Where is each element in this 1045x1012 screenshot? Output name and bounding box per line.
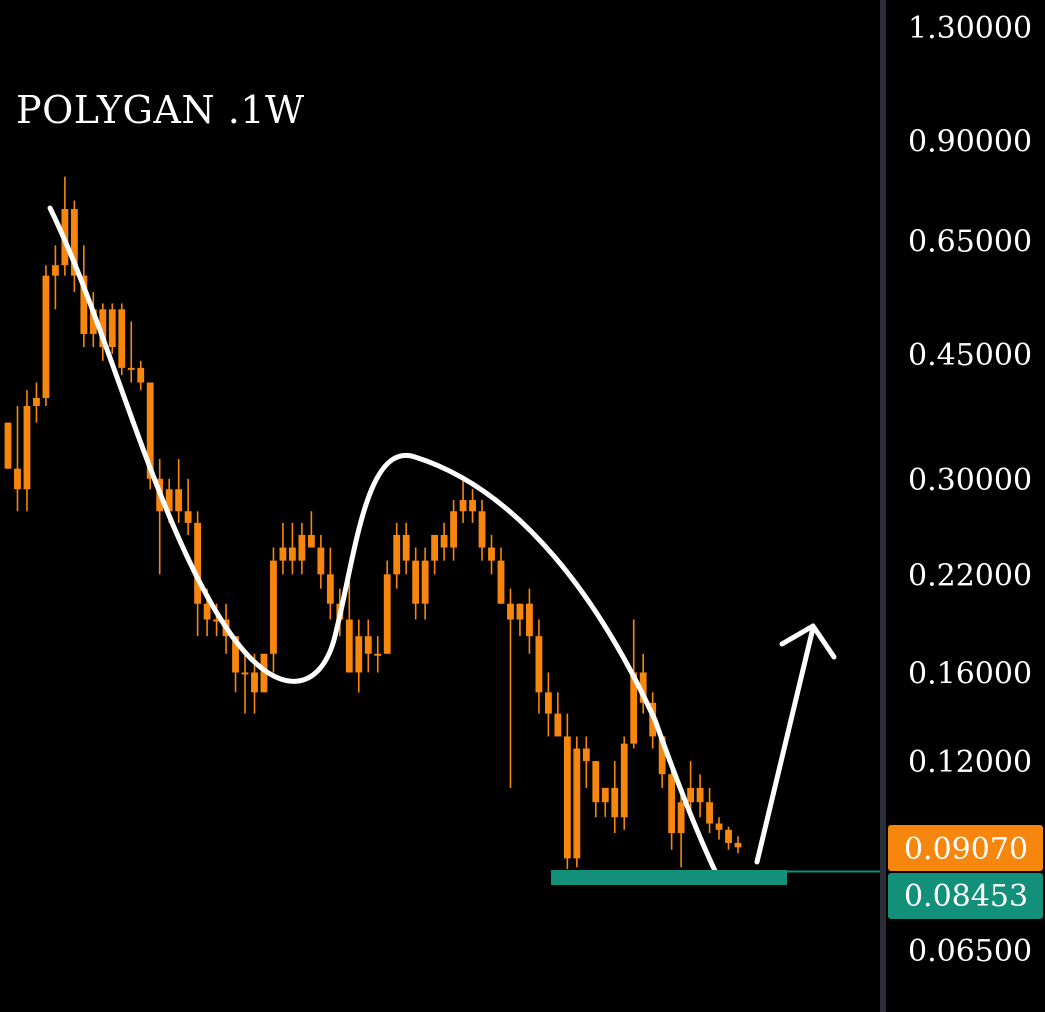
candle-body <box>317 547 325 575</box>
candle-body <box>99 309 107 348</box>
candle-body <box>658 736 666 775</box>
breakout-arrow-head <box>779 623 837 660</box>
annotations-layer <box>47 205 837 880</box>
candle-body <box>42 275 50 398</box>
candle-body <box>89 309 97 334</box>
candle-body <box>383 574 391 654</box>
candle-body <box>526 603 533 637</box>
candle-body <box>402 534 410 561</box>
candle-body <box>364 636 372 654</box>
y-tick-label: 0.90000 <box>908 124 1032 159</box>
candle-body <box>374 653 382 656</box>
y-tick-label: 1.30000 <box>908 11 1032 46</box>
y-tick-label: 0.65000 <box>908 225 1032 260</box>
candle-body <box>706 802 713 824</box>
candle-body <box>14 468 21 490</box>
y-tick-label: 0.30000 <box>908 463 1032 498</box>
candle-body <box>51 265 59 276</box>
y-tick-label: 0.12000 <box>908 745 1032 780</box>
candle-body <box>307 534 315 548</box>
ticker-title: POLYGAN .1W <box>16 88 305 132</box>
candle-body <box>478 511 486 548</box>
candle-body <box>213 619 220 622</box>
candle-body <box>165 489 173 512</box>
candle-body <box>326 574 334 604</box>
candle-body <box>412 560 420 604</box>
candle-body <box>725 829 732 843</box>
candle-body <box>488 547 495 561</box>
candle-body <box>251 672 258 693</box>
candle-body <box>734 842 742 848</box>
candles-layer <box>4 176 742 870</box>
candle-body <box>137 367 145 383</box>
current-price-tag: 0.09070 <box>888 825 1043 871</box>
support-box <box>551 870 787 885</box>
candle-body <box>184 511 192 523</box>
candle-body <box>601 787 609 803</box>
candle-body <box>80 275 88 334</box>
candle-body <box>431 534 439 561</box>
y-tick-label: 0.06500 <box>908 934 1032 969</box>
candle-body <box>516 603 524 620</box>
candle-body <box>563 736 571 859</box>
y-tick-label: 0.45000 <box>908 338 1032 373</box>
candle-body <box>639 672 647 703</box>
candle-body <box>535 636 543 693</box>
candle-body <box>175 489 183 512</box>
candle-body <box>108 309 116 348</box>
candle-body <box>620 743 628 818</box>
candle-body <box>497 560 505 604</box>
y-tick-label: 0.16000 <box>908 656 1032 691</box>
candle-body <box>459 500 467 512</box>
candle-body <box>393 534 401 575</box>
candle-body <box>194 522 202 604</box>
price-axis: 1.30000 0.90000 0.65000 0.45000 0.30000 0.220… <box>880 0 1043 1012</box>
candle-body <box>33 397 40 406</box>
candle-body <box>715 823 723 830</box>
candle-body <box>687 787 695 803</box>
candle-body <box>232 636 239 673</box>
candle-body <box>279 547 287 561</box>
candle-body <box>127 367 135 370</box>
trend-curve <box>47 205 721 880</box>
support-price-label: 0.08453 <box>904 879 1028 914</box>
candle-body <box>289 547 296 561</box>
candle-body <box>241 672 249 675</box>
candle-body <box>298 534 306 561</box>
candle-body <box>592 761 600 803</box>
candle-body <box>345 619 353 673</box>
breakout-arrow-shaft <box>754 625 816 865</box>
candle-body <box>421 560 429 604</box>
candle-body <box>677 802 685 834</box>
current-price-label: 0.09070 <box>904 832 1028 867</box>
candle-body <box>270 560 277 654</box>
candle-body <box>146 382 154 479</box>
candle-body <box>611 787 619 818</box>
candle-body <box>582 748 590 762</box>
candle-body <box>355 636 363 673</box>
candle-body <box>118 309 126 368</box>
candle-body <box>573 748 581 859</box>
candle-body <box>544 692 552 714</box>
candle-body <box>696 787 704 803</box>
candle-body <box>203 603 211 620</box>
candle-body <box>70 209 78 276</box>
candle-body <box>554 713 562 737</box>
candle-body <box>668 774 676 834</box>
axis-divider <box>880 0 886 1012</box>
candle-body <box>23 405 31 490</box>
candle-body <box>440 534 448 548</box>
candle-body <box>469 500 476 512</box>
support-price-tag: 0.08453 <box>888 873 1043 919</box>
support-zone <box>551 870 883 885</box>
candle-body <box>450 511 457 548</box>
y-tick-label: 0.22000 <box>908 558 1032 593</box>
candle-body <box>507 603 514 620</box>
candle-body <box>4 422 12 469</box>
candle-body <box>630 672 638 744</box>
